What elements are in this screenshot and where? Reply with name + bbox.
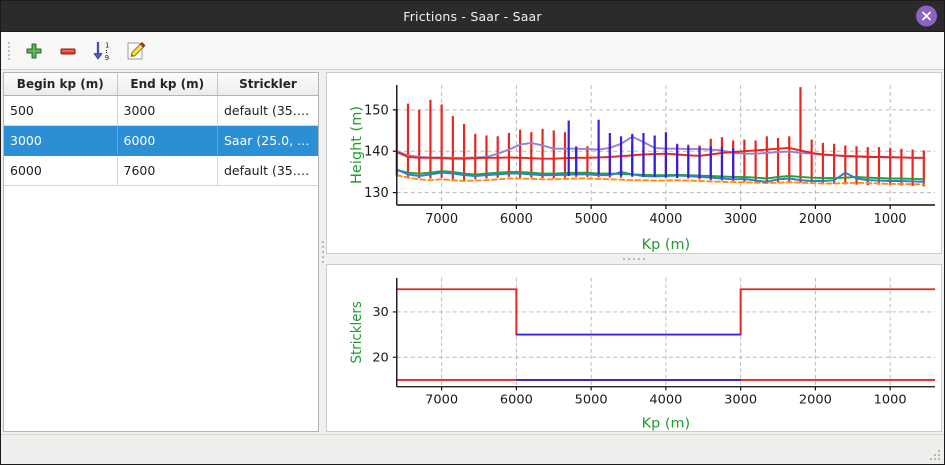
stricklers-svg: 7000 6000 5000 4000 3000 2000 1000 20 30 Kp (m) St…	[348, 277, 936, 431]
column-header-strickler[interactable]: Strickler	[217, 73, 318, 96]
cell-end-kp[interactable]: 6000	[117, 125, 219, 156]
svg-text:Height (m): Height (m)	[349, 106, 365, 184]
height-profile-svg: 7000 6000 5000 4000 3000 2000 1000 130 140 150 Kp …	[349, 85, 936, 253]
window-title: Frictions - Saar - Saar	[403, 8, 542, 24]
svg-text:4000: 4000	[649, 212, 682, 227]
svg-text:5000: 5000	[575, 392, 608, 406]
table-row[interactable]: 6000 7600 default (35.0, …	[4, 155, 318, 186]
svg-text:1000: 1000	[874, 212, 907, 227]
main-split-container: Begin kp (m) End kp (m) Strickler 500 30…	[1, 70, 944, 434]
svg-text:6000: 6000	[500, 212, 533, 227]
svg-text:2000: 2000	[799, 212, 832, 227]
cell-strickler[interactable]: default (35.0, …	[217, 155, 318, 186]
resize-grip-icon[interactable]	[929, 449, 941, 461]
svg-text:1000: 1000	[874, 392, 907, 406]
cell-begin-kp[interactable]: 3000	[4, 125, 118, 156]
svg-text:Stricklers: Stricklers	[348, 301, 365, 363]
table-header-row: Begin kp (m) End kp (m) Strickler	[4, 73, 318, 96]
minus-red-icon	[60, 48, 76, 54]
sort-button[interactable]: 1 9	[85, 35, 119, 67]
sort-descending-1-9-icon: 1 9	[93, 41, 109, 62]
cell-begin-kp[interactable]: 500	[4, 95, 118, 126]
add-friction-button[interactable]	[17, 35, 51, 67]
table-row[interactable]: 500 3000 default (35.0, …	[4, 95, 318, 126]
svg-text:3000: 3000	[724, 212, 757, 227]
svg-text:Kp (m): Kp (m)	[642, 416, 691, 431]
svg-text:130: 130	[364, 186, 389, 201]
column-header-end-kp[interactable]: End kp (m)	[117, 73, 219, 96]
svg-text:140: 140	[364, 145, 389, 160]
svg-text:7000: 7000	[425, 392, 458, 406]
svg-text:3000: 3000	[724, 392, 757, 406]
toolbar: 1 9	[1, 32, 944, 70]
close-button[interactable]	[916, 5, 937, 27]
svg-text:5000: 5000	[575, 212, 608, 227]
frictions-table[interactable]: Begin kp (m) End kp (m) Strickler 500 30…	[3, 72, 319, 432]
table-empty-area	[4, 185, 318, 431]
edit-button[interactable]	[119, 35, 153, 67]
column-header-begin-kp[interactable]: Begin kp (m)	[4, 73, 118, 96]
close-icon	[922, 11, 931, 21]
svg-text:4000: 4000	[649, 392, 682, 406]
svg-text:30: 30	[372, 305, 389, 319]
svg-text:1: 1	[105, 41, 109, 49]
svg-text:150: 150	[364, 103, 389, 118]
plots-pane: 7000 6000 5000 4000 3000 2000 1000 130 140 150 Kp …	[326, 70, 944, 434]
svg-text:20: 20	[372, 350, 389, 364]
cell-end-kp[interactable]: 7600	[117, 155, 219, 186]
status-bar	[1, 434, 944, 464]
svg-text:Kp (m): Kp (m)	[642, 237, 691, 253]
svg-text:9: 9	[105, 54, 109, 62]
stricklers-chart[interactable]: 7000 6000 5000 4000 3000 2000 1000 20 30 Kp (m) St…	[326, 264, 942, 432]
plus-green-icon	[26, 43, 42, 58]
toolbar-drag-handle[interactable]	[5, 40, 13, 62]
remove-friction-button[interactable]	[51, 35, 85, 67]
title-bar: Frictions - Saar - Saar	[1, 1, 944, 32]
height-profile-chart[interactable]: 7000 6000 5000 4000 3000 2000 1000 130 140 150 Kp …	[326, 72, 942, 254]
edit-pencil-document-icon	[127, 41, 146, 59]
svg-text:7000: 7000	[425, 212, 458, 227]
cell-begin-kp[interactable]: 6000	[4, 155, 118, 186]
cell-strickler[interactable]: Saar (25.0, 15.0)	[217, 125, 318, 156]
cell-strickler[interactable]: default (35.0, …	[217, 95, 318, 126]
svg-text:2000: 2000	[799, 392, 832, 406]
vertical-splitter[interactable]	[319, 70, 326, 434]
svg-text:6000: 6000	[500, 392, 533, 406]
table-row-selected[interactable]: 3000 6000 Saar (25.0, 15.0)	[4, 125, 318, 156]
horizontal-splitter[interactable]	[326, 254, 942, 264]
frictions-table-pane: Begin kp (m) End kp (m) Strickler 500 30…	[1, 70, 319, 434]
cell-end-kp[interactable]: 3000	[117, 95, 219, 126]
